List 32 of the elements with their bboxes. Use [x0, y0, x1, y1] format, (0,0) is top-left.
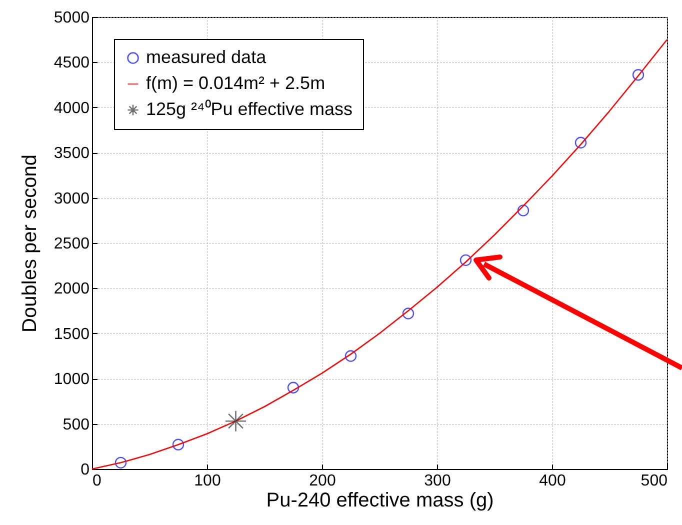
point — [402, 308, 414, 320]
y-tick-label: 2500 — [54, 236, 90, 252]
legend-label: measured data — [146, 47, 268, 67]
point — [172, 438, 184, 450]
point — [574, 136, 587, 148]
y-tick-label: 3000 — [54, 190, 90, 208]
x-tick-label: 200 — [309, 472, 336, 490]
y-tick-label: 2000 — [54, 280, 90, 298]
point — [517, 204, 530, 216]
y-tick-label: 5000 — [54, 10, 90, 26]
x-tick-label: 100 — [194, 472, 221, 490]
x-axis-title: Pu-240 effective mass (g) — [266, 490, 494, 512]
y-tick-label: 0 — [80, 462, 90, 478]
x-tick-label: 0 — [92, 472, 102, 490]
point — [224, 410, 247, 432]
legend-label: f(m) = 0.014m² + 2.5m — [146, 73, 326, 93]
y-tick-label: 4000 — [54, 100, 90, 117]
y-tick-label: 1000 — [54, 371, 90, 388]
point — [460, 254, 472, 266]
y-axis-title: Doubles per second — [18, 154, 41, 332]
x-tick-label: 300 — [424, 472, 451, 490]
point — [287, 382, 300, 394]
point — [114, 456, 127, 469]
point — [632, 69, 644, 81]
y-tick-label: 4500 — [54, 54, 90, 72]
legend-label: 125g ²⁴⁰Pu effective mass — [146, 99, 353, 119]
point — [344, 350, 357, 362]
y-tick-label: 1500 — [54, 326, 90, 343]
y-tick-label: 3500 — [54, 145, 90, 162]
y-tick-label: 500 — [62, 416, 90, 434]
x-tick-label: 500 — [640, 472, 668, 490]
x-tick-label: 400 — [539, 472, 566, 490]
